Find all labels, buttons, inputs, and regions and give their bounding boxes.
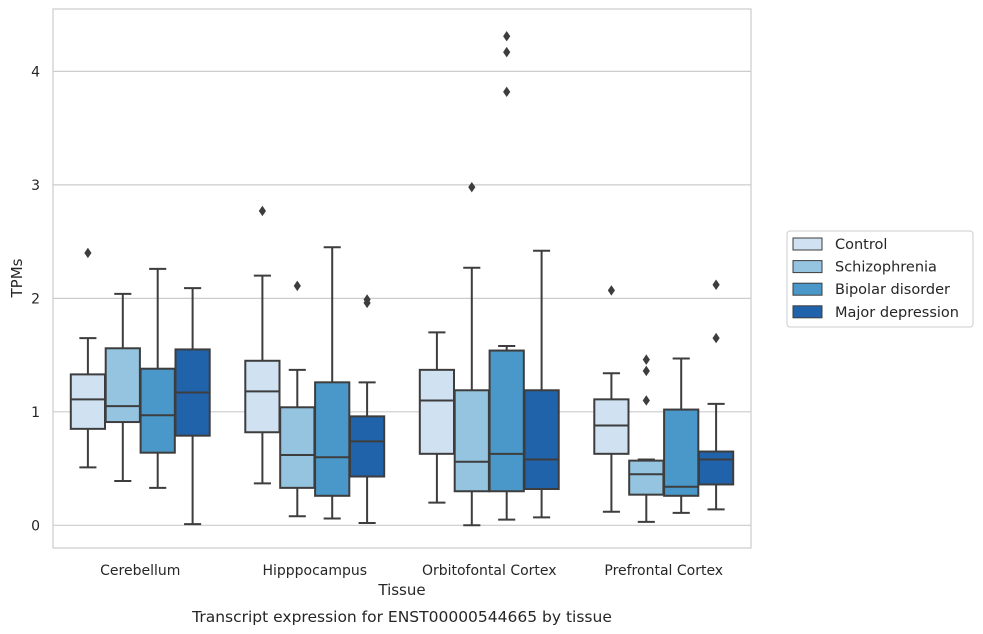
outlier-point-0 <box>607 285 615 296</box>
box-iqr <box>628 459 665 496</box>
outlier-point-0 <box>84 247 92 259</box>
x-tick-label-3: Prefrontal Cortex <box>604 563 723 579</box>
box-iqr <box>697 450 735 486</box>
legend-label-1: Schizophrenia <box>835 260 937 276</box>
outlier-point-1 <box>712 279 720 290</box>
legend-swatch-0 <box>792 237 823 251</box>
outlier-point-0 <box>258 205 266 217</box>
y-tick-label-4: 4 <box>31 64 40 80</box>
box-1-0 <box>244 205 281 485</box>
box-2-2 <box>488 31 525 521</box>
box-iqr <box>69 373 107 430</box>
box-iqr <box>314 381 351 497</box>
box-iqr <box>348 415 386 478</box>
legend-label-0: Control <box>835 237 887 253</box>
chart-caption: Transcript expression for ENST0000054466… <box>191 608 612 626</box>
box-0-3 <box>174 287 211 526</box>
legend-swatch-1 <box>792 260 823 274</box>
y-axis-label: TPMs <box>8 258 26 298</box>
outlier-point-2 <box>503 31 511 42</box>
box-plot-series <box>69 31 735 527</box>
box-3-3 <box>697 279 735 511</box>
x-tick-label-0: Cerebellum <box>100 563 180 579</box>
legend-label-2: Bipolar disorder <box>835 282 950 298</box>
box-3-1 <box>628 354 665 523</box>
plot-area-frame <box>52 8 752 549</box>
outlier-point-0 <box>503 86 511 98</box>
y-tick-label-0: 0 <box>31 518 40 534</box>
outlier-point-1 <box>503 46 511 58</box>
box-iqr <box>139 367 176 454</box>
x-tick-labels: Cerebellum Hipppocampus Orbitofontal Corte… <box>100 563 723 579</box>
legend-label-3: Major depression <box>835 305 959 321</box>
box-1-3 <box>348 294 386 525</box>
box-iqr <box>418 368 456 455</box>
box-iqr <box>244 359 281 434</box>
y-tick-label-3: 3 <box>31 178 40 194</box>
box-0-0 <box>69 247 107 469</box>
box-iqr <box>279 406 316 489</box>
box-2-3 <box>523 249 560 519</box>
box-iqr <box>523 389 560 490</box>
y-tick-labels: 0 1 2 3 4 <box>31 64 40 534</box>
outlier-point-0 <box>712 332 720 344</box>
legend-items: Control Schizophrenia Bipolar disorder Majo… <box>792 237 959 321</box>
legend-swatch-2 <box>792 282 823 296</box>
y-tick-label-2: 2 <box>31 291 40 307</box>
x-axis-label: Tissue <box>377 581 425 599</box>
box-iqr <box>453 389 490 493</box>
box-0-1 <box>104 292 141 483</box>
box-3-2 <box>663 357 700 514</box>
box-0-2 <box>139 267 176 489</box>
legend-swatch-3 <box>792 305 823 319</box>
x-tick-label-2: Orbitofontal Cortex <box>422 563 557 579</box>
box-2-0 <box>418 331 456 504</box>
x-tick-label-1: Hipppocampus <box>262 563 367 579</box>
outlier-point-1 <box>642 365 650 377</box>
box-iqr <box>488 349 525 493</box>
legend-frame <box>786 230 974 328</box>
box-iqr <box>104 347 141 424</box>
outlier-point-0 <box>293 280 301 292</box>
plot-area-background <box>53 9 751 548</box>
y-tick-label-1: 1 <box>31 405 40 421</box>
box-iqr <box>663 408 700 497</box>
outlier-point-1 <box>363 294 371 305</box>
outlier-point-0 <box>468 181 476 193</box>
box-iqr <box>593 398 630 455</box>
outlier-point-0 <box>642 395 650 406</box>
box-3-0 <box>593 285 630 513</box>
legend: Control Schizophrenia Bipolar disorder Majo… <box>786 230 974 328</box>
outlier-point-2 <box>642 354 650 365</box>
